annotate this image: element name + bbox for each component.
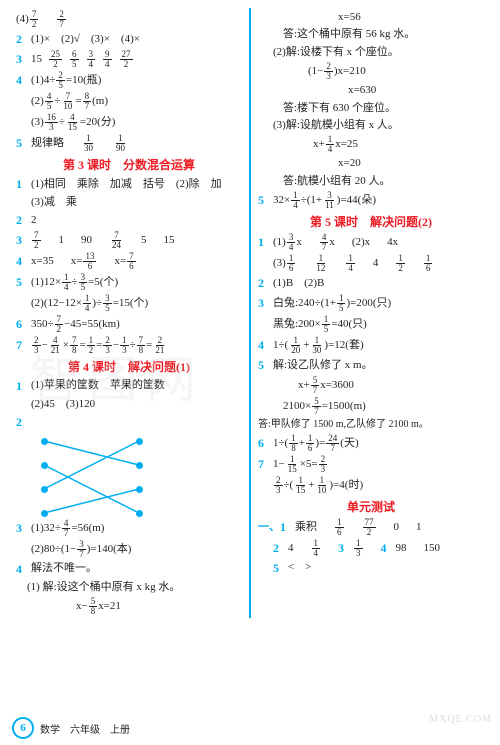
- dot: [136, 510, 143, 517]
- right-column: x=56 答:这个桶中原有 56 kg 水。 (2)解:设楼下有 x 个座位。 …: [254, 8, 488, 618]
- answer-line: 4 (1)4÷ 25 =10(瓶): [16, 71, 242, 90]
- diagram-lines: [36, 435, 146, 517]
- answer-line: 7 1− 115 ×5= 23: [258, 455, 484, 474]
- section-heading: 第 4 课时 解决问题(1): [16, 358, 242, 375]
- question-number: 4: [16, 72, 26, 89]
- answer-line: 1 (1)相同 乘除 加减 括号 (2)除 加: [16, 176, 242, 193]
- answer-line: (2) 45 ÷ 710 = 87 (m): [16, 92, 242, 111]
- answer-line: 1 (1) 34 x 47 x (2)x 4x: [258, 233, 484, 252]
- question-number: 5: [258, 192, 268, 209]
- answer-line: (3) 163 ÷ 415 =20(分): [16, 113, 242, 132]
- prefix: (4): [16, 12, 29, 27]
- question-number: 2: [273, 540, 283, 557]
- watermark-small: MXQE.COM: [429, 714, 492, 725]
- answer-line: 4 x=35 x= 136 x= 76: [16, 252, 242, 271]
- question-number: 7: [258, 456, 268, 473]
- question-number: 3: [16, 232, 26, 249]
- question-number: 3: [16, 51, 26, 68]
- question-number: 6: [16, 316, 26, 333]
- answer-line: 2: [16, 414, 242, 431]
- answer-line: (2)45 (3)120: [16, 397, 242, 412]
- answer-line: 2 2: [16, 212, 242, 229]
- answer-line: 4 解法不唯一。: [16, 561, 242, 578]
- question-number: 3: [16, 520, 26, 537]
- answer-text: (1)× (2)√ (3)× (4)×: [31, 32, 140, 47]
- dot: [41, 486, 48, 493]
- answer-line: x=56: [258, 10, 484, 25]
- question-number: 4: [16, 253, 26, 270]
- answer-line: 5 (1)12× 14 ÷ 35 =5(个): [16, 273, 242, 292]
- question-number: 2: [16, 212, 26, 229]
- question-number: 4: [381, 540, 391, 557]
- answer-line: 6 1÷( 18 + 16 )= 247 (天): [258, 434, 484, 453]
- question-number: 5: [16, 274, 26, 291]
- answer-line: 2100× 57 =1500(m): [258, 397, 484, 416]
- question-number: 1: [258, 234, 268, 251]
- answer-line: (3) 16 112 14 4 12 16: [258, 254, 484, 273]
- matching-diagram: [36, 435, 146, 515]
- left-column: (4) 72 27 2 (1)× (2)√ (3)× (4)× 3 15 252…: [12, 8, 246, 618]
- answer-line: 3 (1)32÷ 47 =56(m): [16, 519, 242, 538]
- question-number: 1: [280, 519, 290, 536]
- answer-line: 2 (1)× (2)√ (3)× (4)×: [16, 31, 242, 48]
- question-number: 5: [258, 357, 268, 374]
- question-number: 4: [258, 337, 268, 354]
- footer-text: 数学 六年级 上册: [40, 721, 130, 736]
- question-number: 5: [16, 135, 26, 152]
- question-number: 2: [16, 414, 26, 431]
- answer-line: (2)(12−12× 14 )÷ 35 =15(个): [16, 294, 242, 313]
- answer-line: x+ 14 x=25: [258, 135, 484, 154]
- answer-line: 5 32× 14 ÷(1+ 311 )=44(朵): [258, 191, 484, 210]
- question-number: 6: [258, 435, 268, 452]
- answer-line: 一、 1 乘积 16 772 0 1: [258, 518, 484, 537]
- answer-line: 3 白兔:240÷(1+ 15 )=200(只): [258, 294, 484, 313]
- answer-line: x− 58 x=21: [16, 597, 242, 616]
- page-footer: 6 数学 六年级 上册: [12, 717, 130, 739]
- answer-line: 23 ÷( 115 + 110 )=4(时): [258, 476, 484, 495]
- dot: [41, 462, 48, 469]
- answer-line: 3 72 1 90 724 5 15: [16, 231, 242, 250]
- answer-line: 5 < >: [258, 560, 484, 577]
- answer-line: 5 解:设乙队修了 x m。: [258, 357, 484, 374]
- fraction: 72: [30, 10, 39, 29]
- question-number: 1: [16, 176, 26, 193]
- question-number: 3: [338, 540, 348, 557]
- answer-line: 3 15 252 65 34 94 272: [16, 50, 242, 69]
- answer-line: 1 (1)苹果的筐数 苹果的筐数: [16, 378, 242, 395]
- page-number-badge: 6: [12, 717, 34, 739]
- question-number: 5: [273, 560, 283, 577]
- question-number: 2: [258, 275, 268, 292]
- answer-line: 6 350÷ 72 −45=55(km): [16, 315, 242, 334]
- answer-line: 2 4 14 3 13 4 98 150: [258, 539, 484, 558]
- answer-line: (2)80÷(1− 37 )=140(本): [16, 540, 242, 559]
- section-heading: 单元测试: [258, 498, 484, 515]
- answer-line: (3)减 乘: [16, 195, 242, 210]
- question-number: 3: [258, 295, 268, 312]
- question-number: 1: [16, 378, 26, 395]
- question-number: 7: [16, 337, 26, 354]
- answer-line: 5 规律略 130 190: [16, 134, 242, 153]
- question-number: 2: [16, 31, 26, 48]
- answer-line: 2 (1)B (2)B: [258, 275, 484, 292]
- answer-line: (1) 解:设这个桶中原有 x kg 水。: [16, 580, 242, 595]
- section-heading: 第 5 课时 解决问题(2): [258, 213, 484, 230]
- column-divider: [249, 8, 251, 618]
- content-wrapper: (4) 72 27 2 (1)× (2)√ (3)× (4)× 3 15 252…: [0, 0, 500, 618]
- dot: [136, 486, 143, 493]
- dot: [41, 510, 48, 517]
- dot: [41, 438, 48, 445]
- answer-line: (4) 72 27: [16, 10, 242, 29]
- answer-line: (1− 23 )x=210: [258, 62, 484, 81]
- answer-line: 4 1÷( 120 + 130 )=12(套): [258, 336, 484, 355]
- dot: [136, 462, 143, 469]
- answer-line: 黑兔:200× 15 =40(只): [258, 315, 484, 334]
- answer-line: x+ 57 x=3600: [258, 376, 484, 395]
- fraction: 27: [57, 10, 66, 29]
- answer-line: 7 23 − 421 × 78 = 12 = 23 − 13 ÷ 78 = 22…: [16, 336, 242, 355]
- section-heading: 第 3 课时 分数混合运算: [16, 156, 242, 173]
- dot: [136, 438, 143, 445]
- question-number: 4: [16, 561, 26, 578]
